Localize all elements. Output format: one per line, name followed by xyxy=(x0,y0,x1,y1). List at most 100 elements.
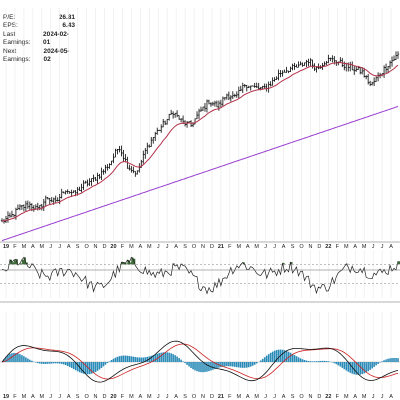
x-tick-label: F xyxy=(228,394,232,400)
macd-histogram-bar xyxy=(13,352,15,362)
x-tick-label: J xyxy=(49,394,52,400)
macd-histogram-bar xyxy=(21,355,23,362)
macd-histogram-bar xyxy=(383,360,385,362)
macd-histogram-bar xyxy=(281,349,284,362)
x-tick-label: D xyxy=(210,394,214,400)
macd-histogram-bar xyxy=(321,360,324,362)
macd-histogram-bar xyxy=(88,362,91,375)
macd-histogram-bar xyxy=(138,357,141,362)
x-tick-label: J xyxy=(264,394,267,400)
macd-histogram-bar xyxy=(194,362,196,371)
x-tick-label: J xyxy=(166,394,169,400)
x-tick-label: N xyxy=(201,394,205,400)
macd-histogram-bar xyxy=(224,362,226,367)
x-tick-label: D xyxy=(103,394,107,400)
x-tick-label: A xyxy=(31,244,35,250)
x-tick-label: S xyxy=(76,394,80,400)
macd-histogram-bar xyxy=(104,362,107,365)
x-tick-label: N xyxy=(308,394,312,400)
macd-histogram-bar xyxy=(245,362,248,368)
macd-histogram-bar xyxy=(325,360,328,362)
macd-histogram-bar xyxy=(277,349,280,362)
macd-histogram-bar xyxy=(37,362,39,364)
macd-histogram-bar xyxy=(355,362,358,375)
macd-histogram-bar xyxy=(134,357,137,362)
macd-histogram-bar xyxy=(98,362,101,370)
macd-histogram-bar xyxy=(124,355,127,362)
macd-histogram-bar xyxy=(307,360,310,362)
macd-histogram-bar xyxy=(190,362,192,368)
macd-histogram-bar xyxy=(198,362,200,372)
stat-label: Next Earnings: xyxy=(3,47,31,64)
macd-histogram-bar xyxy=(108,361,111,362)
x-tick-label: 22 xyxy=(325,394,331,400)
x-tick-label: M xyxy=(362,394,367,400)
macd-histogram-bar xyxy=(96,362,99,371)
macd-histogram-bar xyxy=(158,353,161,362)
macd-histogram-bar xyxy=(247,362,250,368)
x-tick-label: J xyxy=(166,244,169,250)
x-tick-label: O xyxy=(299,394,304,400)
macd-histogram-bar xyxy=(100,362,103,368)
x-tick-label: A xyxy=(174,244,178,250)
macd-histogram-bar xyxy=(365,362,367,373)
x-tick-label: J xyxy=(381,244,384,250)
macd-histogram-bar xyxy=(261,358,264,362)
x-tick-label: J xyxy=(381,394,384,400)
macd-histogram-bar xyxy=(40,362,43,364)
macd-histogram-bar xyxy=(46,362,49,364)
x-tick-label: J xyxy=(58,394,61,400)
x-tick-label: M xyxy=(362,244,367,250)
macd-histogram-bar xyxy=(25,357,27,362)
x-tick-label: A xyxy=(67,244,71,250)
macd-histogram-bar xyxy=(116,356,119,362)
macd-histogram-bar xyxy=(214,362,216,370)
macd-histogram-bar xyxy=(265,355,268,362)
macd-histogram-bar xyxy=(17,353,19,362)
macd-histogram-bar xyxy=(249,362,252,367)
macd-histogram-bar xyxy=(48,362,51,364)
x-tick-label: F xyxy=(13,244,17,250)
stat-value: 2024-05-02 xyxy=(43,47,70,64)
stat-label: Last Earnings: xyxy=(3,30,31,47)
macd-histogram-bar xyxy=(130,356,133,362)
macd-histogram-bar xyxy=(44,362,47,364)
macd-histogram-bar xyxy=(126,355,129,362)
macd-histogram-bar xyxy=(39,362,41,364)
macd-histogram-bar xyxy=(31,360,33,362)
x-tick-label: A xyxy=(31,394,35,400)
macd-histogram-bar xyxy=(357,362,360,375)
macd-histogram-bar xyxy=(118,356,121,362)
x-tick-label: A xyxy=(353,394,357,400)
macd-histogram-bar xyxy=(293,355,296,362)
macd-histogram-bar xyxy=(226,362,228,367)
macd-histogram-bar xyxy=(92,362,95,373)
macd-histogram-bar xyxy=(64,362,67,366)
x-tick-label: S xyxy=(183,244,187,250)
macd-histogram-bar xyxy=(150,355,153,362)
macd-histogram-bar xyxy=(234,362,236,367)
macd-histogram-bar xyxy=(94,362,97,373)
macd-histogram-bar xyxy=(222,362,224,367)
x-tick-label: A xyxy=(282,244,286,250)
x-tick-label: M xyxy=(254,394,259,400)
macd-histogram-bar xyxy=(5,356,7,362)
macd-histogram-bar xyxy=(80,362,83,374)
x-tick-label: J xyxy=(273,394,276,400)
macd-histogram-bar xyxy=(220,362,222,368)
x-tick-label: M xyxy=(40,394,45,400)
x-tick-label: F xyxy=(13,394,17,400)
x-tick-label: A xyxy=(138,394,142,400)
macd-histogram-bar xyxy=(82,362,85,374)
x-tick-label: O xyxy=(192,394,197,400)
macd-histogram-bar xyxy=(86,362,89,375)
macd-histogram-bar xyxy=(168,352,170,362)
macd-histogram-bar xyxy=(303,359,306,362)
macd-histogram-bar xyxy=(136,357,139,362)
x-tick-label: N xyxy=(308,244,312,250)
macd-histogram-bar xyxy=(164,352,166,362)
x-tick-label: N xyxy=(201,244,205,250)
macd-histogram-bar xyxy=(232,362,234,367)
macd-histogram-bar xyxy=(154,354,157,362)
macd-histogram-bar xyxy=(327,361,330,362)
